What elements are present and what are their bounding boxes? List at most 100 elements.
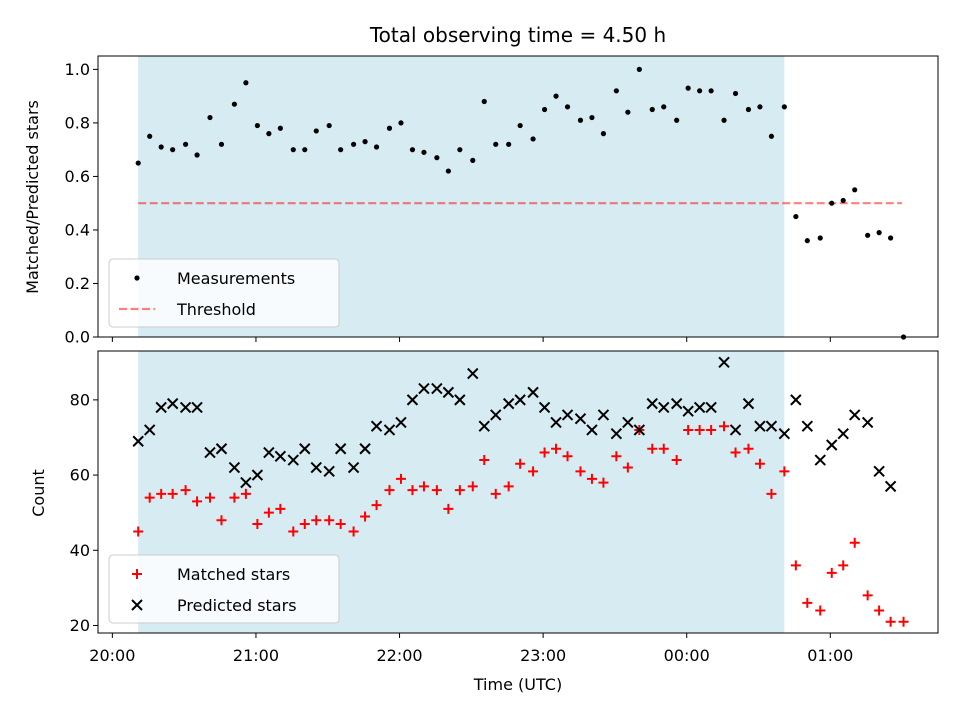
predicted-star-point <box>442 386 455 399</box>
measurement-point <box>708 88 714 94</box>
predicted-star-point <box>359 443 371 455</box>
predicted-star-point <box>179 401 192 414</box>
measurement-point <box>829 200 835 206</box>
predicted-star-point <box>742 397 755 410</box>
measurement-point <box>481 98 487 105</box>
predicted-star-point <box>263 446 275 459</box>
predicted-star-point <box>622 416 634 429</box>
predicted-star-point <box>884 480 897 493</box>
matched-star-point <box>766 488 777 499</box>
measurement-point <box>409 147 416 153</box>
predicted-star-point <box>814 454 826 466</box>
matched-star-point <box>431 485 442 496</box>
measurement-point <box>852 187 858 193</box>
measurement-point <box>362 139 368 145</box>
matched-star-point <box>275 503 286 514</box>
measurement-point <box>577 117 584 123</box>
predicted-star-point <box>790 394 802 406</box>
measurement-point <box>721 117 727 123</box>
predicted-star-point <box>561 409 574 421</box>
measurement-point <box>398 120 404 126</box>
measurement-point <box>470 157 476 163</box>
matched-star-point <box>706 424 717 435</box>
matched-star-point <box>539 447 550 458</box>
measurement-point <box>434 155 440 161</box>
measurement-point <box>732 90 739 97</box>
measurement-point <box>302 147 308 153</box>
matched-star-point <box>360 511 371 522</box>
measurement-point <box>685 85 691 91</box>
measurement-point <box>373 144 380 150</box>
predicted-star-point <box>826 439 838 451</box>
predicted-star-point <box>597 409 610 421</box>
ratio-panel: 0.0 0.2 0.4 0.6 0.8 1.0 Measurements Threshold <box>65 55 939 347</box>
measurement-point <box>231 101 238 107</box>
measurement-point <box>506 141 512 147</box>
predicted-star-point <box>633 424 646 436</box>
predicted-star-point <box>574 412 587 425</box>
predicted-star-point <box>155 401 167 414</box>
measurement-point <box>745 106 752 113</box>
time-x-axis-label: Time (UTC) <box>473 675 562 694</box>
measurement-point <box>649 106 655 113</box>
predicted-star-point <box>215 443 228 455</box>
predicted-star-point <box>514 394 526 406</box>
predicted-star-point <box>861 416 874 429</box>
measurement-point <box>182 141 189 147</box>
measurement-point <box>326 122 332 129</box>
matched-star-point <box>528 466 539 477</box>
matched-star-point <box>849 537 860 548</box>
measurement-point <box>421 149 427 155</box>
matched-star-point <box>586 473 597 484</box>
matched-star-point <box>754 458 765 469</box>
predicted-star-point <box>454 394 466 406</box>
measurement-point <box>600 131 607 137</box>
predicted-star-point <box>729 424 742 436</box>
measurement-point <box>218 141 225 147</box>
x-tick-label: 20:00 <box>89 646 135 665</box>
measurement-point <box>697 88 703 94</box>
legend: Matched stars Predicted stars <box>108 554 340 624</box>
matched-star-point <box>575 466 586 477</box>
matched-star-point <box>205 492 215 503</box>
matched-star-point <box>443 503 454 514</box>
predicted-star-point <box>658 401 670 414</box>
predicted-star-point <box>646 397 658 410</box>
legend-label: Matched stars <box>177 565 290 584</box>
legend-predicted-marker <box>131 599 143 611</box>
matched-star-point <box>263 507 274 518</box>
measurement-point <box>625 109 631 115</box>
predicted-star-point <box>240 476 252 489</box>
matched-star-point <box>407 485 418 496</box>
predicted-star-point <box>287 454 299 466</box>
matched-star-point <box>622 462 633 473</box>
matched-star-point <box>730 447 741 458</box>
measurement-point <box>350 141 357 147</box>
matched-star-point <box>647 443 658 454</box>
predicted-star-point <box>550 416 562 429</box>
measurement-point <box>888 235 894 241</box>
measurement-point <box>493 141 499 147</box>
matched-star-point <box>384 485 395 496</box>
matched-star-point <box>802 597 813 608</box>
measurement-point <box>457 147 463 153</box>
predicted-star-point <box>682 405 694 417</box>
predicted-star-point <box>347 461 360 474</box>
measurement-point <box>266 131 272 137</box>
matched-star-point <box>515 458 526 469</box>
predicted-star-point <box>873 465 885 478</box>
predicted-star-point <box>670 397 683 410</box>
predicted-star-point <box>406 394 419 406</box>
x-tick-label: 00:00 <box>664 646 710 665</box>
measurement-point <box>517 122 523 129</box>
matched-star-point <box>838 560 849 571</box>
matched-star-point <box>694 424 705 435</box>
measurement-point <box>147 133 153 139</box>
measurement-point <box>158 144 164 150</box>
measurement-point <box>876 230 882 236</box>
matched-star-point <box>503 481 514 492</box>
measurement-point <box>194 152 200 158</box>
predicted-star-point <box>586 424 598 436</box>
y-tick-label: 0.4 <box>65 220 90 239</box>
matched-star-point <box>562 451 573 462</box>
